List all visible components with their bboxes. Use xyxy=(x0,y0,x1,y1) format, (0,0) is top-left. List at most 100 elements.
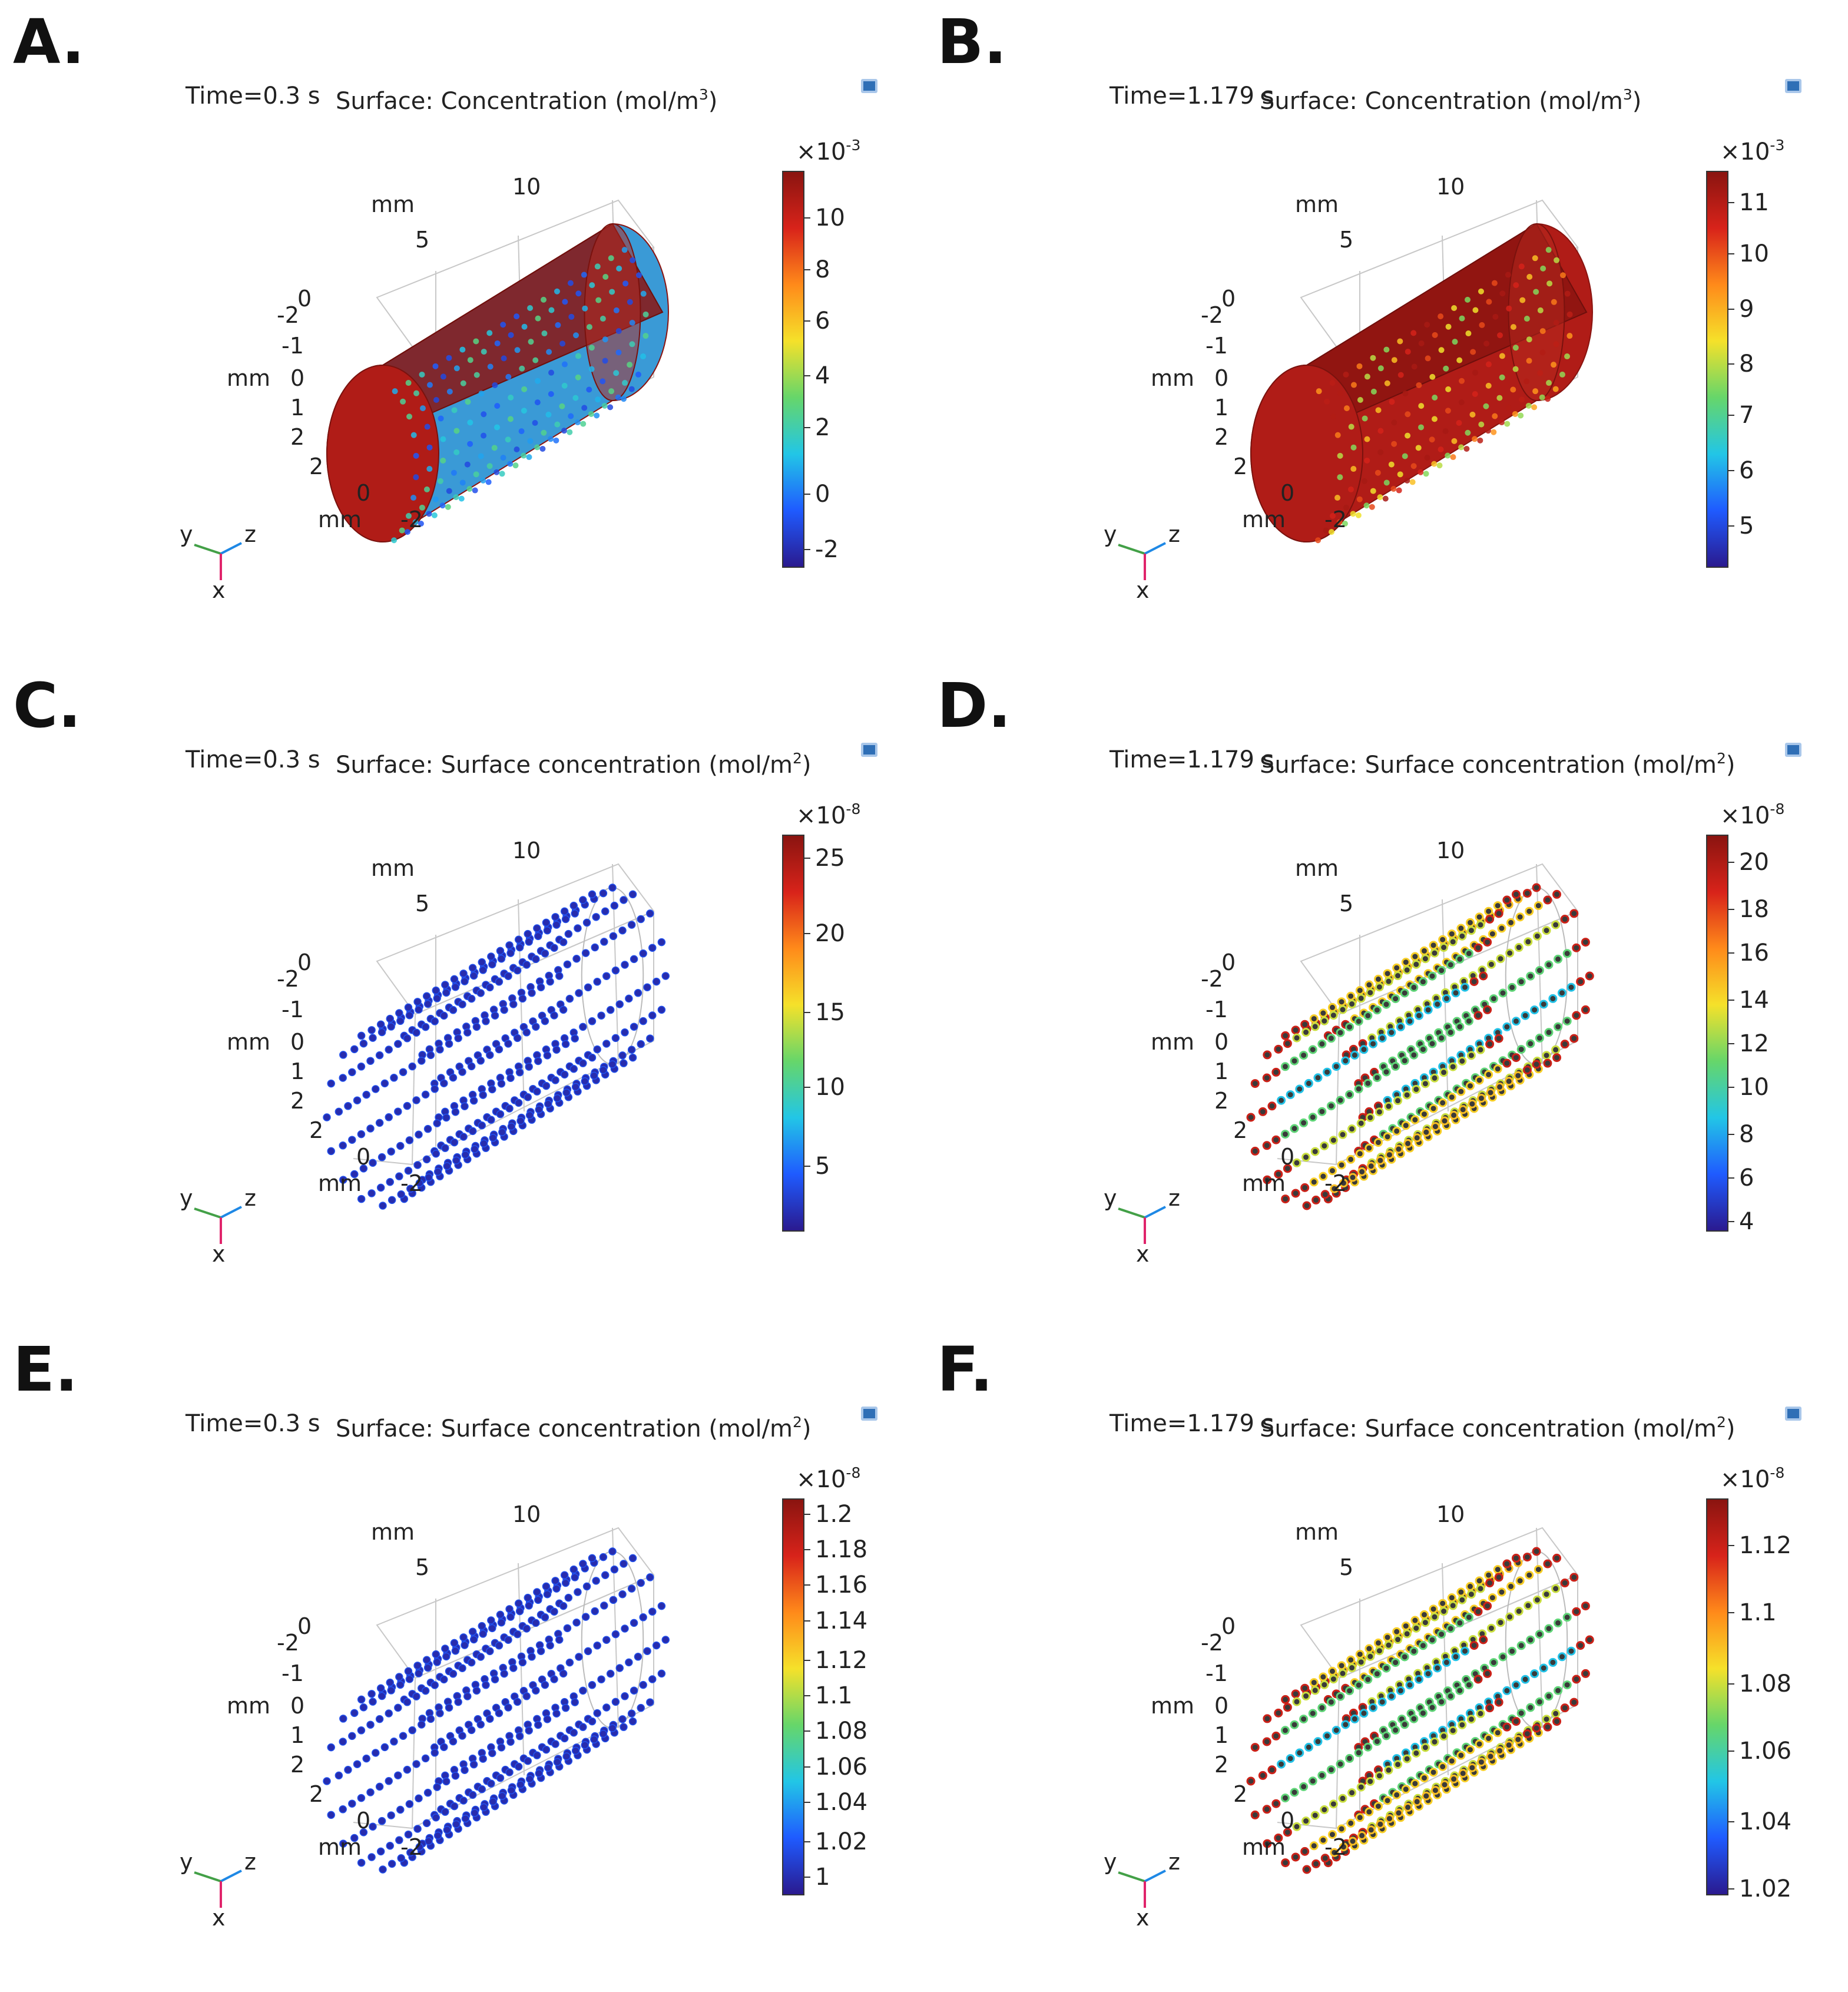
colorbar-tick-label: 1.06 xyxy=(1739,1737,1792,1765)
colorbar-tick-label: 1.14 xyxy=(815,1607,868,1634)
plot-area xyxy=(159,66,883,608)
colorbar-tick-label: 12 xyxy=(1739,1030,1769,1058)
colorbar-tick-label: 2 xyxy=(815,413,830,441)
colorbar-tick xyxy=(1728,1220,1734,1222)
panel-letter: E. xyxy=(13,1333,78,1405)
plot-title-close-paren: ) xyxy=(1726,1415,1736,1442)
plot-title-close-paren: ) xyxy=(1632,88,1642,115)
plot-title-unit-exponent: 3 xyxy=(1622,86,1632,103)
plot-title-close-paren: ) xyxy=(802,1415,812,1442)
colorbar-multiplier: ×10 xyxy=(1720,1466,1770,1493)
colorbar-exponent: ×10-3 xyxy=(796,137,860,166)
colorbar-tick-label: 1.02 xyxy=(1739,1875,1792,1903)
panel-letter: F. xyxy=(937,1333,993,1405)
colorbar-exponent: ×10-8 xyxy=(796,1464,860,1493)
colorbar-tick xyxy=(1728,308,1734,310)
colorbar-tick xyxy=(1728,363,1734,365)
plot-title-close-paren: ) xyxy=(802,752,812,779)
colorbar-tick-label: 14 xyxy=(1739,987,1769,1014)
colorbar-tick xyxy=(804,1165,810,1167)
panel-letter: B. xyxy=(937,6,1007,78)
time-label: Time=0.3 s xyxy=(186,746,320,773)
colorbar-tick-label: 6 xyxy=(1739,1164,1754,1192)
colorbar-tick-label: 0 xyxy=(815,481,830,508)
colorbar-tick-label: 10 xyxy=(1739,240,1769,267)
colorbar-tick-label: 6 xyxy=(815,307,830,335)
export-image-icon[interactable] xyxy=(1785,743,1801,757)
colorbar-tick xyxy=(804,1841,810,1842)
colorbar-tick xyxy=(804,320,810,322)
colorbar-tick xyxy=(804,1730,810,1732)
colorbar-tick-label: 8 xyxy=(815,256,830,283)
colorbar-tick xyxy=(804,1801,810,1803)
colorbar-exponent-value: -8 xyxy=(846,1464,861,1481)
colorbar-exponent-value: -8 xyxy=(846,800,861,818)
colorbar-tick xyxy=(804,1513,810,1515)
time-label: Time=1.179 s xyxy=(1110,746,1274,773)
colorbar-tick-label: 1.16 xyxy=(815,1571,868,1599)
plot-title-unit-exponent: 2 xyxy=(1717,1414,1726,1431)
colorbar-multiplier: ×10 xyxy=(796,802,846,829)
plot-title: Surface: Surface concentration (mol/m2) xyxy=(1260,1414,1736,1442)
colorbar-tick xyxy=(804,1549,810,1551)
colorbar-tick-label: 15 xyxy=(815,998,845,1026)
plot-title-text: Surface: Surface concentration (mol/m xyxy=(336,1415,793,1442)
colorbar-tick-label: 1.2 xyxy=(815,1500,853,1528)
colorbar-exponent-value: -3 xyxy=(1770,137,1785,154)
colorbar-tick xyxy=(1728,1750,1734,1752)
colorbar-tick xyxy=(804,932,810,934)
figure-panel: C. Time=0.3 s Surface: Surface concentrati… xyxy=(0,664,924,1328)
export-image-icon[interactable] xyxy=(861,1407,877,1421)
plot-title-unit-exponent: 3 xyxy=(698,86,708,103)
colorbar-exponent-value: -8 xyxy=(1770,800,1785,818)
colorbar-tick-label: 1.12 xyxy=(815,1646,868,1674)
colorbar-tick xyxy=(804,1695,810,1696)
colorbar-tick-label: 1.06 xyxy=(815,1753,868,1781)
plot-title: Surface: Concentration (mol/m3) xyxy=(1260,86,1641,115)
colorbar-tick-label: 4 xyxy=(815,362,830,390)
colorbar-tick-label: 1.1 xyxy=(815,1682,853,1709)
plot-title: Surface: Surface concentration (mol/m2) xyxy=(336,750,812,779)
time-label: Time=1.179 s xyxy=(1110,82,1274,110)
colorbar-tick-label: 11 xyxy=(1739,188,1769,216)
colorbar xyxy=(1706,1498,1728,1895)
colorbar-tick xyxy=(1728,1545,1734,1547)
colorbar-tick-label: 4 xyxy=(1739,1207,1754,1235)
colorbar xyxy=(1706,171,1728,568)
plot-title-text: Surface: Surface concentration (mol/m xyxy=(1260,1415,1717,1442)
colorbar-exponent-value: -8 xyxy=(1770,1464,1785,1481)
figure-panel: A. Time=0.3 s Surface: Concentration (mol/… xyxy=(0,0,924,664)
colorbar xyxy=(782,1498,804,1895)
colorbar-tick-label: 20 xyxy=(1739,848,1769,876)
colorbar-multiplier: ×10 xyxy=(1720,138,1770,166)
colorbar-tick-label: 25 xyxy=(815,845,845,872)
colorbar-tick xyxy=(1728,525,1734,527)
colorbar-tick-label: 1 xyxy=(815,1864,830,1891)
export-image-icon[interactable] xyxy=(1785,79,1801,93)
colorbar-tick-label: 8 xyxy=(1739,350,1754,378)
colorbar-tick xyxy=(1728,1612,1734,1614)
figure-panel: B. Time=1.179 s Surface: Concentration (mo… xyxy=(924,0,1848,664)
colorbar-exponent: ×10-8 xyxy=(796,800,860,829)
panel-letter: C. xyxy=(13,670,81,742)
colorbar-tick xyxy=(1728,415,1734,416)
export-image-icon[interactable] xyxy=(861,79,877,93)
colorbar-tick xyxy=(1728,1821,1734,1823)
colorbar-tick-label: 1.18 xyxy=(815,1536,868,1564)
panel-letter: D. xyxy=(937,670,1011,742)
export-image-icon[interactable] xyxy=(1785,1407,1801,1421)
colorbar-tick-label: 8 xyxy=(1739,1121,1754,1149)
colorbar-tick xyxy=(804,269,810,270)
colorbar-tick-label: 18 xyxy=(1739,896,1769,924)
plot-title: Surface: Surface concentration (mol/m2) xyxy=(1260,750,1736,779)
colorbar-tick-label: 1.08 xyxy=(815,1718,868,1745)
plot-area xyxy=(159,730,883,1272)
colorbar-tick-label: 1.04 xyxy=(815,1788,868,1816)
colorbar-tick xyxy=(1728,1000,1734,1001)
plot-area xyxy=(1083,730,1807,1272)
colorbar-exponent: ×10-3 xyxy=(1720,137,1784,166)
colorbar-tick xyxy=(804,426,810,428)
export-image-icon[interactable] xyxy=(861,743,877,757)
colorbar-tick-label: -2 xyxy=(815,536,839,564)
colorbar-tick xyxy=(1728,1683,1734,1685)
